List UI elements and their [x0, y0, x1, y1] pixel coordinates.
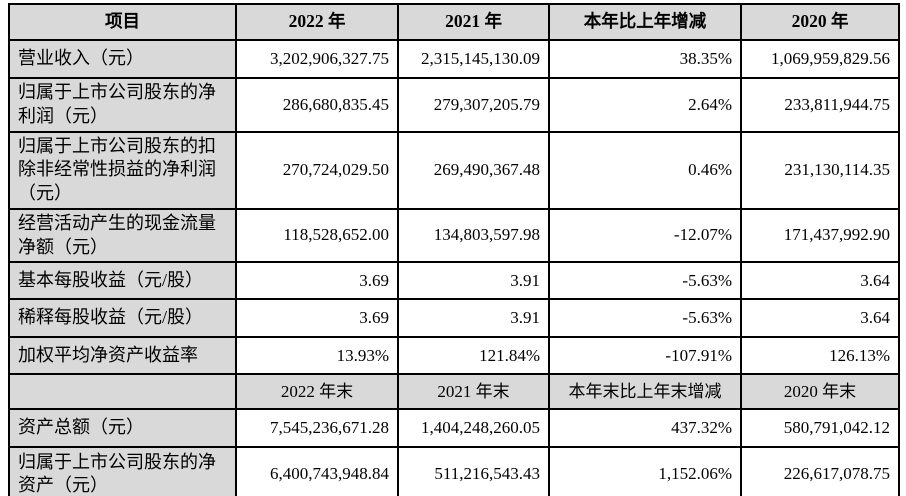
row-label: 经营活动产生的现金流量净额（元）: [8, 207, 237, 264]
cell-value: 269,490,367.48: [397, 130, 550, 210]
cell-value: 1,069,959,829.56: [740, 39, 900, 79]
cell-value: 3.64: [740, 261, 900, 301]
cell-value: 233,811,944.75: [740, 77, 900, 133]
cell-value: 7,545,236,671.28: [235, 408, 399, 449]
cell-value: 3,202,906,327.75: [235, 39, 399, 79]
table-row: 稀释每股收益（元/股） 3.69 3.91 -5.63% 3.64: [8, 298, 900, 339]
col-header-2021: 2021 年: [397, 3, 550, 41]
financial-summary-table: 项目 2022 年 2021 年 本年比上年增减 2020 年 营业收入（元） …: [8, 3, 900, 496]
cell-value: 126.13%: [740, 336, 900, 376]
row-label: 资产总额（元）: [8, 408, 237, 449]
col-header-2022: 2022 年: [235, 3, 399, 41]
cell-value: 2.64%: [548, 77, 742, 133]
cell-value: 2,315,145,130.09: [397, 39, 550, 79]
cell-value: 3.91: [397, 261, 550, 301]
row-label: 稀释每股收益（元/股）: [8, 298, 237, 339]
col-header-item: 项目: [8, 3, 237, 41]
header-row-year-end: 2022 年末 2021 年末 本年末比上年末增减 2020 年末: [8, 373, 900, 411]
cell-value: 279,307,205.79: [397, 77, 550, 133]
table-row: 经营活动产生的现金流量净额（元） 118,528,652.00 134,803,…: [8, 207, 900, 264]
col-header-2022-end: 2022 年末: [235, 373, 399, 411]
col-header-2020-end: 2020 年末: [740, 373, 900, 411]
table-row: 加权平均净资产收益率 13.93% 121.84% -107.91% 126.1…: [8, 336, 900, 376]
cell-value: 3.69: [235, 298, 399, 339]
cell-value: 3.91: [397, 298, 550, 339]
cell-value: 437.32%: [548, 408, 742, 449]
cell-value: 134,803,597.98: [397, 207, 550, 264]
cell-value: 13.93%: [235, 336, 399, 376]
cell-value: 121.84%: [397, 336, 550, 376]
col-header-yoy-change: 本年比上年增减: [548, 3, 742, 41]
cell-value: 580,791,042.12: [740, 408, 900, 449]
cell-value: 118,528,652.00: [235, 207, 399, 264]
cell-value: 0.46%: [548, 130, 742, 210]
cell-value: -107.91%: [548, 336, 742, 376]
table-row: 归属于上市公司股东的扣除非经常性损益的净利润（元） 270,724,029.50…: [8, 130, 900, 210]
cell-value: 231,130,114.35: [740, 130, 900, 210]
cell-value: 270,724,029.50: [235, 130, 399, 210]
row-label: 营业收入（元）: [8, 39, 237, 79]
row-label: 基本每股收益（元/股）: [8, 261, 237, 301]
col-header-2020: 2020 年: [740, 3, 900, 41]
col-header-2021-end: 2021 年末: [397, 373, 550, 411]
table-row: 归属于上市公司股东的净利润（元） 286,680,835.45 279,307,…: [8, 77, 900, 133]
cell-value: -5.63%: [548, 298, 742, 339]
col-header-blank: [8, 373, 237, 411]
cell-value: 3.69: [235, 261, 399, 301]
cell-value: -5.63%: [548, 261, 742, 301]
cell-value: 1,152.06%: [548, 446, 742, 496]
col-header-eoy-change: 本年末比上年末增减: [548, 373, 742, 411]
cell-value: 226,617,078.75: [740, 446, 900, 496]
cell-value: 1,404,248,260.05: [397, 408, 550, 449]
table-row: 资产总额（元） 7,545,236,671.28 1,404,248,260.0…: [8, 408, 900, 449]
table-row: 基本每股收益（元/股） 3.69 3.91 -5.63% 3.64: [8, 261, 900, 301]
header-row-annual: 项目 2022 年 2021 年 本年比上年增减 2020 年: [8, 3, 900, 41]
cell-value: 38.35%: [548, 39, 742, 79]
row-label: 归属于上市公司股东的净利润（元）: [8, 77, 237, 133]
cell-value: 6,400,743,948.84: [235, 446, 399, 496]
row-label: 归属于上市公司股东的扣除非经常性损益的净利润（元）: [8, 130, 237, 210]
row-label: 加权平均净资产收益率: [8, 336, 237, 376]
row-label: 归属于上市公司股东的净资产（元）: [8, 446, 237, 496]
cell-value: 286,680,835.45: [235, 77, 399, 133]
cell-value: 511,216,543.43: [397, 446, 550, 496]
table-row: 营业收入（元） 3,202,906,327.75 2,315,145,130.0…: [8, 39, 900, 79]
cell-value: -12.07%: [548, 207, 742, 264]
table-row: 归属于上市公司股东的净资产（元） 6,400,743,948.84 511,21…: [8, 446, 900, 496]
cell-value: 171,437,992.90: [740, 207, 900, 264]
cell-value: 3.64: [740, 298, 900, 339]
